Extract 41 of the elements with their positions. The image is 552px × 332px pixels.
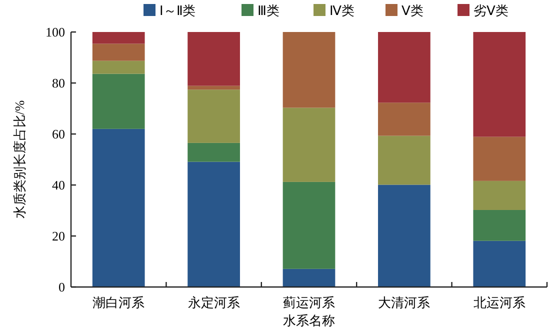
bar	[378, 32, 430, 103]
bar	[282, 182, 336, 269]
bar	[92, 32, 145, 44]
x-axis-title: 水系名称	[283, 313, 335, 328]
y-tick-label: 100	[46, 24, 65, 40]
y-tick-label: 80	[52, 76, 65, 90]
bar	[188, 162, 240, 287]
x-tick-label: 大清河系	[378, 295, 430, 310]
bar	[92, 74, 145, 129]
bar	[188, 90, 240, 143]
bar	[473, 240, 526, 287]
y-tick-label: 40	[52, 178, 65, 192]
legend-label: Ⅳ类	[330, 3, 354, 18]
legend-label: Ⅲ类	[258, 3, 280, 18]
bar	[188, 32, 240, 86]
bar	[92, 60, 145, 74]
x-tick-label: 潮白河系	[92, 295, 145, 310]
y-tick-label: 0	[58, 280, 65, 294]
y-tick-label: 60	[52, 126, 65, 142]
legend-label: 劣Ⅴ类	[474, 3, 508, 18]
legend-label: Ⅰ～Ⅱ类	[160, 3, 196, 18]
bar	[282, 108, 336, 182]
bar	[92, 128, 145, 287]
x-tick-label: 蓟运河系	[283, 295, 335, 310]
y-axis-title: 水质类别长度占比/%	[12, 100, 27, 219]
bar	[378, 136, 430, 185]
bar	[188, 142, 240, 162]
bar	[378, 102, 430, 136]
bar	[92, 44, 145, 61]
bar	[473, 180, 526, 210]
x-tick-label: 北运河系	[473, 295, 526, 310]
bar	[188, 86, 240, 90]
bar	[378, 184, 430, 287]
bar	[473, 136, 526, 181]
bar	[473, 32, 526, 137]
y-tick-label: 20	[52, 228, 65, 244]
bar	[282, 32, 336, 108]
bar	[473, 210, 526, 241]
x-tick-label: 永定河系	[188, 295, 240, 310]
legend-label: Ⅴ类	[402, 3, 424, 18]
bar	[282, 268, 336, 287]
